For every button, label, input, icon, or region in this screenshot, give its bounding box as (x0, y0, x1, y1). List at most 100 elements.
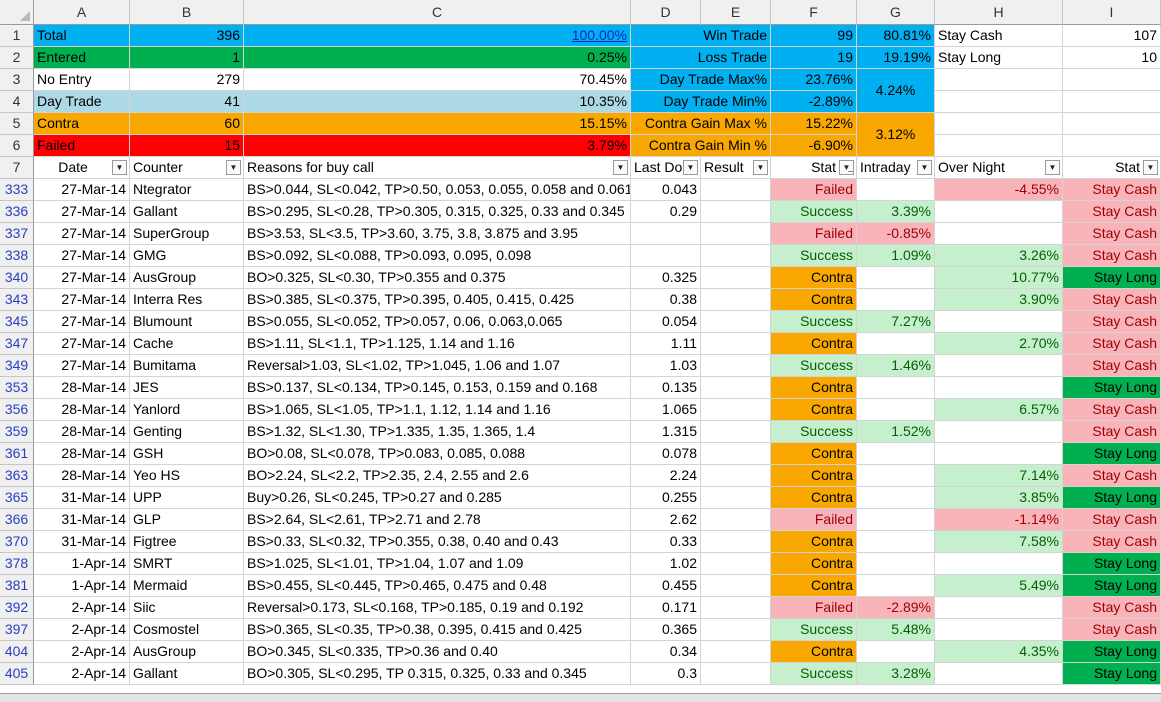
result-cell[interactable] (701, 465, 771, 487)
stay-status-cell[interactable]: Stay Cash (1063, 399, 1161, 421)
reason-cell[interactable]: BS>0.044, SL<0.042, TP>0.50, 0.053, 0.05… (244, 179, 631, 201)
stay-status-cell[interactable]: Stay Cash (1063, 619, 1161, 641)
row-header-4[interactable]: 4 (0, 91, 34, 113)
overnight-cell[interactable]: 3.90% (935, 289, 1063, 311)
last-done-cell[interactable]: 0.043 (631, 179, 701, 201)
stay-cash-label[interactable]: Stay Cash (935, 25, 1063, 47)
stay-status-cell[interactable]: Stay Cash (1063, 245, 1161, 267)
result-cell[interactable] (701, 311, 771, 333)
reason-cell[interactable]: BS>0.365, SL<0.35, TP>0.38, 0.395, 0.415… (244, 619, 631, 641)
reason-cell[interactable]: BS>1.025, SL<1.01, TP>1.04, 1.07 and 1.0… (244, 553, 631, 575)
status-cell[interactable]: Contra (771, 333, 857, 355)
reason-cell[interactable]: BS>0.055, SL<0.052, TP>0.057, 0.06, 0.06… (244, 311, 631, 333)
date-cell[interactable]: 31-Mar-14 (34, 487, 130, 509)
overnight-cell[interactable] (935, 443, 1063, 465)
overnight-cell[interactable]: 4.35% (935, 641, 1063, 663)
column-header-b[interactable]: B (130, 0, 244, 25)
status-cell[interactable]: Failed (771, 597, 857, 619)
last-done-cell[interactable]: 2.24 (631, 465, 701, 487)
result-cell[interactable] (701, 619, 771, 641)
result-cell[interactable] (701, 663, 771, 685)
empty-h4[interactable] (935, 91, 1063, 113)
overnight-cell[interactable]: 7.14% (935, 465, 1063, 487)
date-cell[interactable]: 28-Mar-14 (34, 443, 130, 465)
contra-min-label[interactable]: Contra Gain Min % (631, 135, 771, 157)
last-done-cell[interactable]: 0.29 (631, 201, 701, 223)
contra-max-value[interactable]: 15.22% (771, 113, 857, 135)
stay-long-label[interactable]: Stay Long (935, 47, 1063, 69)
intraday-cell[interactable] (857, 531, 935, 553)
select-all-corner[interactable] (0, 0, 34, 25)
reason-cell[interactable]: BO>0.305, SL<0.295, TP 0.315, 0.325, 0.3… (244, 663, 631, 685)
result-cell[interactable] (701, 289, 771, 311)
loss-trade-label[interactable]: Loss Trade (631, 47, 771, 69)
overnight-cell[interactable] (935, 355, 1063, 377)
reason-cell[interactable]: BO>0.345, SL<0.335, TP>0.36 and 0.40 (244, 641, 631, 663)
loss-trade-pct[interactable]: 19.19% (857, 47, 935, 69)
header-counter[interactable]: Counter ▼ (130, 157, 244, 179)
result-cell[interactable] (701, 553, 771, 575)
overnight-cell[interactable] (935, 421, 1063, 443)
intraday-cell[interactable]: 1.46% (857, 355, 935, 377)
summary-total-pct[interactable]: 100.00% (244, 25, 631, 47)
status-cell[interactable]: Contra (771, 465, 857, 487)
date-cell[interactable]: 27-Mar-14 (34, 289, 130, 311)
contra-max-label[interactable]: Contra Gain Max % (631, 113, 771, 135)
row-header-404[interactable]: 404 (0, 641, 34, 663)
last-done-cell[interactable]: 0.365 (631, 619, 701, 641)
row-header-356[interactable]: 356 (0, 399, 34, 421)
status-cell[interactable]: Contra (771, 377, 857, 399)
row-header-338[interactable]: 338 (0, 245, 34, 267)
day-trade-max-label[interactable]: Day Trade Max% (631, 69, 771, 91)
status-cell[interactable]: Contra (771, 487, 857, 509)
counter-cell[interactable]: Yeo HS (130, 465, 244, 487)
intraday-cell[interactable] (857, 487, 935, 509)
summary-contra-count[interactable]: 60 (130, 113, 244, 135)
intraday-cell[interactable] (857, 575, 935, 597)
intraday-cell[interactable]: 3.28% (857, 663, 935, 685)
row-header-3[interactable]: 3 (0, 69, 34, 91)
row-header-370[interactable]: 370 (0, 531, 34, 553)
reason-cell[interactable]: BO>0.325, SL<0.30, TP>0.355 and 0.375 (244, 267, 631, 289)
status-cell[interactable]: Contra (771, 289, 857, 311)
stay-status-cell[interactable]: Stay Cash (1063, 311, 1161, 333)
counter-cell[interactable]: AusGroup (130, 641, 244, 663)
reason-cell[interactable]: BS>0.092, SL<0.088, TP>0.093, 0.095, 0.0… (244, 245, 631, 267)
column-header-d[interactable]: D (631, 0, 701, 25)
last-done-cell[interactable]: 1.315 (631, 421, 701, 443)
summary-total-count[interactable]: 396 (130, 25, 244, 47)
header-last-done[interactable]: Last Do ▼ (631, 157, 701, 179)
row-header-345[interactable]: 345 (0, 311, 34, 333)
overnight-cell[interactable]: 3.85% (935, 487, 1063, 509)
last-done-cell[interactable]: 0.455 (631, 575, 701, 597)
row-header-381[interactable]: 381 (0, 575, 34, 597)
intraday-cell[interactable] (857, 377, 935, 399)
filter-dropdown-icon[interactable]: ▼ (613, 160, 628, 175)
counter-cell[interactable]: Blumount (130, 311, 244, 333)
overnight-cell[interactable] (935, 377, 1063, 399)
reason-cell[interactable]: BS>3.53, SL<3.5, TP>3.60, 3.75, 3.8, 3.8… (244, 223, 631, 245)
reason-cell[interactable]: Buy>0.26, SL<0.245, TP>0.27 and 0.285 (244, 487, 631, 509)
column-header-a[interactable]: A (34, 0, 130, 25)
reason-cell[interactable]: BS>1.065, SL<1.05, TP>1.1, 1.12, 1.14 an… (244, 399, 631, 421)
last-done-cell[interactable] (631, 245, 701, 267)
row-header-343[interactable]: 343 (0, 289, 34, 311)
intraday-cell[interactable] (857, 399, 935, 421)
summary-entered-pct[interactable]: 0.25% (244, 47, 631, 69)
date-cell[interactable]: 31-Mar-14 (34, 531, 130, 553)
row-header-363[interactable]: 363 (0, 465, 34, 487)
filter-dropdown-icon[interactable]: ▼ (917, 160, 932, 175)
date-cell[interactable]: 27-Mar-14 (34, 223, 130, 245)
row-header-347[interactable]: 347 (0, 333, 34, 355)
overnight-cell[interactable] (935, 619, 1063, 641)
status-cell[interactable]: Success (771, 245, 857, 267)
stay-status-cell[interactable]: Stay Long (1063, 553, 1161, 575)
stay-status-cell[interactable]: Stay Cash (1063, 223, 1161, 245)
status-cell[interactable]: Contra (771, 267, 857, 289)
result-cell[interactable] (701, 421, 771, 443)
overnight-cell[interactable] (935, 597, 1063, 619)
status-cell[interactable]: Success (771, 421, 857, 443)
stay-status-cell[interactable]: Stay Cash (1063, 421, 1161, 443)
stay-status-cell[interactable]: Stay Long (1063, 267, 1161, 289)
status-cell[interactable]: Failed (771, 509, 857, 531)
